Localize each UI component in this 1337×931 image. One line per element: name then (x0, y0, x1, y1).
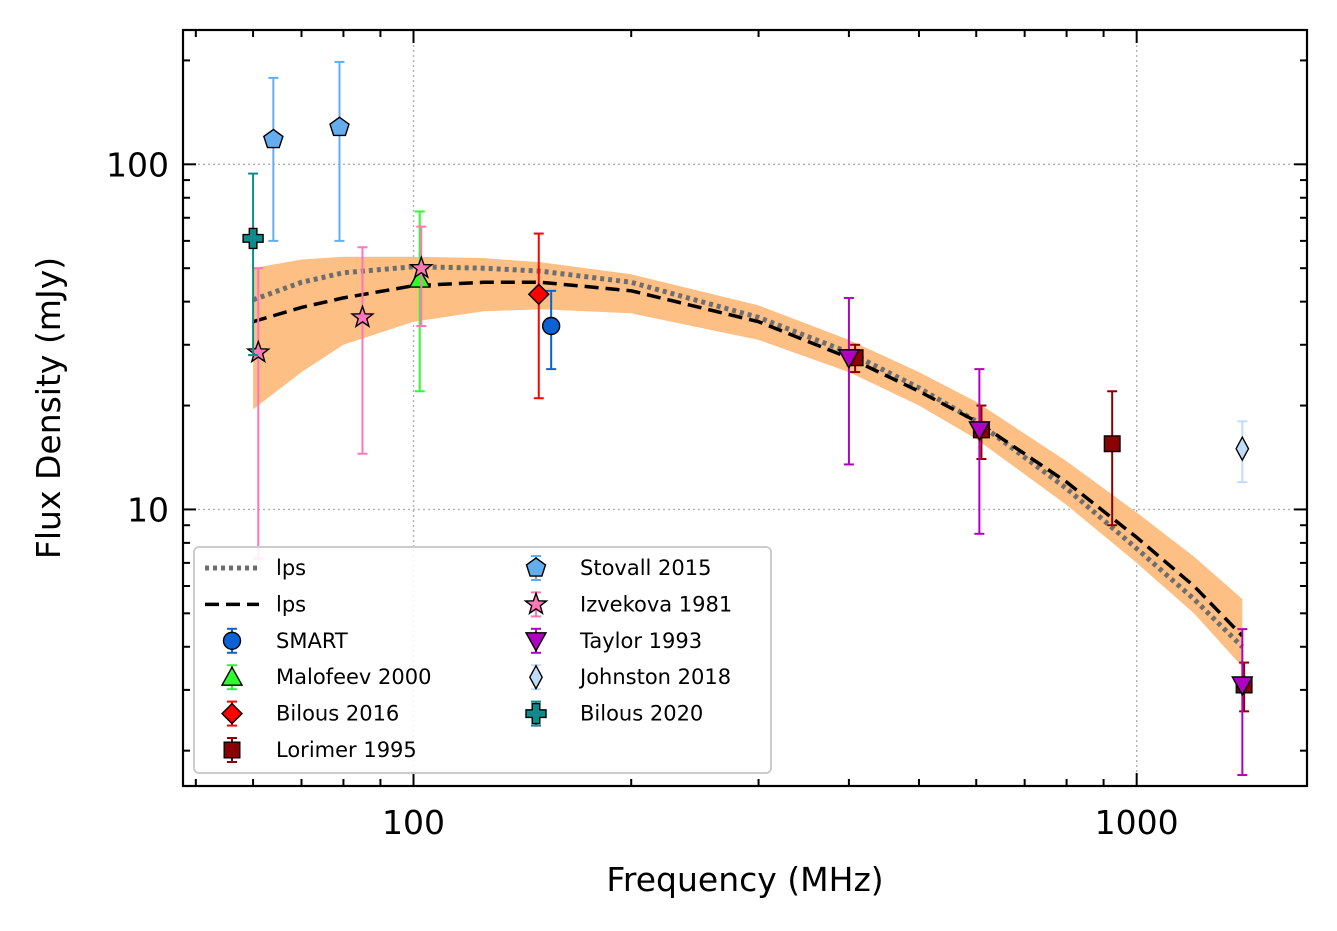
marker-stovall-2015 (329, 116, 350, 137)
data-points (242, 60, 1254, 777)
fit-curves (252, 264, 1245, 649)
marker-malofeev-2000 (408, 267, 431, 288)
legend-marker-izvekova-1981 (523, 591, 549, 615)
x-axis-label: Frequency (MHz) (606, 860, 883, 899)
legend-label: Izvekova 1981 (580, 592, 732, 616)
legend-marker-taylor-1993 (524, 632, 548, 653)
uncertainty-band (253, 256, 1243, 667)
marker-smart (541, 316, 561, 336)
y-tick-label: 10 (127, 490, 169, 529)
axis-ticks (183, 30, 1307, 786)
y-tick-label: 100 (106, 145, 169, 184)
legend-label: Bilous 2020 (580, 702, 703, 726)
marker-taylor-1993 (1231, 676, 1254, 697)
legend: lps lps SMART Malofeev 2000 Bilous 2016 Lorim… (193, 546, 772, 774)
plot-frame (181, 28, 1309, 788)
legend-label: Taylor 1993 (579, 629, 702, 653)
legend-marker-johnston-2018 (529, 664, 543, 691)
legend-marker-lorimer-1995 (223, 741, 241, 759)
fit-uncertainty-band (253, 256, 1243, 667)
marker-izvekova-1981 (350, 304, 375, 328)
marker-taylor-1993 (968, 421, 991, 442)
y-axis-label: Flux Density (mJy) (29, 257, 68, 559)
legend-marker-smart (222, 631, 242, 650)
legend-label: lps (276, 592, 306, 616)
x-tick-label: 1000 (1095, 803, 1179, 842)
marker-bilous-2016 (527, 283, 550, 306)
legend-marker-malofeev-2000 (220, 665, 244, 686)
marker-johnston-2018 (1235, 435, 1250, 462)
legend-marker-stovall-2015 (525, 557, 547, 577)
fit-line-dotted (252, 264, 1245, 649)
marker-stovall-2015 (262, 128, 284, 149)
legend-label: lps (276, 556, 306, 580)
legend-label: Malofeev 2000 (276, 665, 431, 689)
marker-taylor-1993 (837, 349, 861, 370)
legend-label: Stovall 2015 (580, 556, 712, 580)
legend-label: Lorimer 1995 (276, 738, 417, 762)
marker-lorimer-1995 (1103, 435, 1121, 453)
legend-label: Johnston 2018 (578, 665, 731, 689)
marker-bilous-2020 (242, 227, 264, 250)
marker-izvekova-1981 (245, 339, 271, 364)
legend-box (193, 546, 772, 774)
tick-labels: 100 1000 10 100 (106, 145, 1179, 842)
legend-marker-bilous-2020 (525, 702, 547, 725)
fit-line-dashed (252, 280, 1244, 638)
legend-label: SMART (276, 629, 348, 653)
x-tick-label: 100 (382, 803, 445, 842)
marker-izvekova-1981 (408, 255, 434, 279)
legend-label: Bilous 2016 (276, 702, 399, 726)
legend-marker-bilous-2016 (221, 702, 243, 725)
